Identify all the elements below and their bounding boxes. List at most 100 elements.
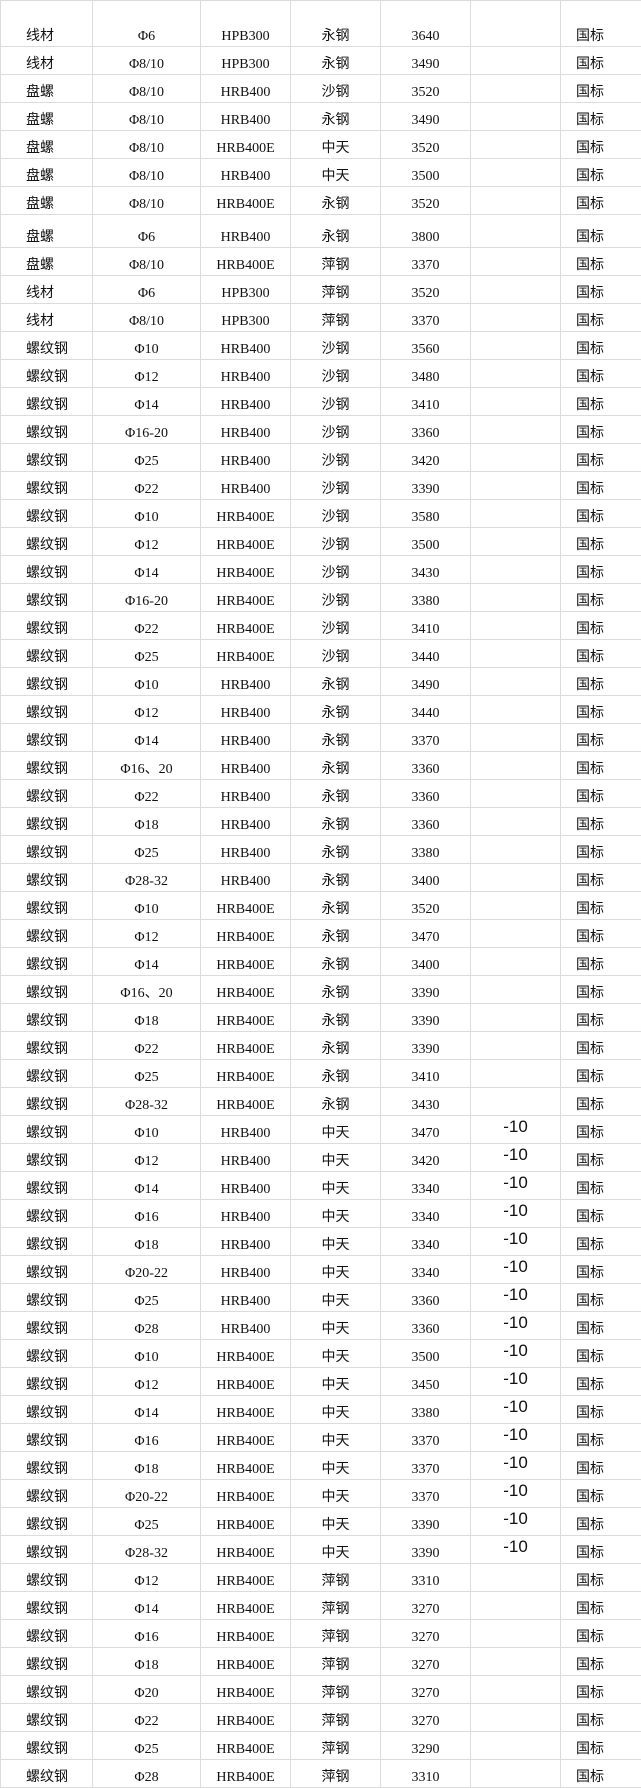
product-cell[interactable]: 螺纹钢 xyxy=(1,1424,93,1452)
spec-cell[interactable]: Φ10 xyxy=(93,332,201,360)
standard-cell[interactable]: 国标 xyxy=(561,276,641,304)
standard-cell[interactable]: 国标 xyxy=(561,1564,641,1592)
mill-cell[interactable]: 萍钢 xyxy=(291,1732,381,1760)
adjustment-cell[interactable] xyxy=(471,1732,561,1760)
product-cell[interactable]: 螺纹钢 xyxy=(1,360,93,388)
spec-cell[interactable]: Φ12 xyxy=(93,1144,201,1172)
price-cell[interactable]: 3520 xyxy=(381,75,471,103)
standard-cell[interactable]: 国标 xyxy=(561,416,641,444)
adjustment-cell[interactable] xyxy=(471,1032,561,1060)
product-cell[interactable]: 螺纹钢 xyxy=(1,948,93,976)
grade-cell[interactable]: HRB400E xyxy=(201,248,291,276)
spec-cell[interactable]: Φ22 xyxy=(93,472,201,500)
adjustment-cell[interactable]: -10 xyxy=(471,1228,561,1256)
mill-cell[interactable]: 萍钢 xyxy=(291,1704,381,1732)
mill-cell[interactable]: 中天 xyxy=(291,131,381,159)
product-cell[interactable]: 螺纹钢 xyxy=(1,752,93,780)
adjustment-cell[interactable] xyxy=(471,215,561,248)
grade-cell[interactable]: HRB400E xyxy=(201,1060,291,1088)
price-cell[interactable]: 3580 xyxy=(381,500,471,528)
standard-cell[interactable]: 国标 xyxy=(561,332,641,360)
grade-cell[interactable]: HRB400E xyxy=(201,1340,291,1368)
product-cell[interactable]: 线材 xyxy=(1,276,93,304)
spec-cell[interactable]: Φ12 xyxy=(93,1368,201,1396)
product-cell[interactable]: 螺纹钢 xyxy=(1,332,93,360)
mill-cell[interactable]: 沙钢 xyxy=(291,556,381,584)
standard-cell[interactable]: 国标 xyxy=(561,472,641,500)
grade-cell[interactable]: HRB400 xyxy=(201,1256,291,1284)
product-cell[interactable]: 螺纹钢 xyxy=(1,1732,93,1760)
mill-cell[interactable]: 萍钢 xyxy=(291,248,381,276)
spec-cell[interactable]: Φ8/10 xyxy=(93,248,201,276)
adjustment-cell[interactable] xyxy=(471,248,561,276)
grade-cell[interactable]: HPB300 xyxy=(201,1,291,47)
grade-cell[interactable]: HRB400E xyxy=(201,131,291,159)
spec-cell[interactable]: Φ10 xyxy=(93,500,201,528)
price-cell[interactable]: 3380 xyxy=(381,1396,471,1424)
price-cell[interactable]: 3450 xyxy=(381,1368,471,1396)
grade-cell[interactable]: HRB400 xyxy=(201,1116,291,1144)
adjustment-cell[interactable] xyxy=(471,1060,561,1088)
adjustment-cell[interactable] xyxy=(471,304,561,332)
adjustment-cell[interactable] xyxy=(471,976,561,1004)
mill-cell[interactable]: 萍钢 xyxy=(291,1676,381,1704)
grade-cell[interactable]: HRB400E xyxy=(201,892,291,920)
grade-cell[interactable]: HRB400E xyxy=(201,1620,291,1648)
standard-cell[interactable]: 国标 xyxy=(561,528,641,556)
spec-cell[interactable]: Φ8/10 xyxy=(93,159,201,187)
mill-cell[interactable]: 永钢 xyxy=(291,976,381,1004)
product-cell[interactable]: 螺纹钢 xyxy=(1,472,93,500)
price-cell[interactable]: 3490 xyxy=(381,47,471,75)
mill-cell[interactable]: 永钢 xyxy=(291,47,381,75)
spec-cell[interactable]: Φ8/10 xyxy=(93,304,201,332)
adjustment-cell[interactable] xyxy=(471,920,561,948)
product-cell[interactable]: 螺纹钢 xyxy=(1,1116,93,1144)
product-cell[interactable]: 螺纹钢 xyxy=(1,1676,93,1704)
standard-cell[interactable]: 国标 xyxy=(561,836,641,864)
product-cell[interactable]: 螺纹钢 xyxy=(1,1228,93,1256)
mill-cell[interactable]: 中天 xyxy=(291,1228,381,1256)
product-cell[interactable]: 螺纹钢 xyxy=(1,1592,93,1620)
spec-cell[interactable]: Φ8/10 xyxy=(93,103,201,131)
spec-cell[interactable]: Φ20 xyxy=(93,1676,201,1704)
standard-cell[interactable]: 国标 xyxy=(561,584,641,612)
product-cell[interactable]: 螺纹钢 xyxy=(1,1312,93,1340)
price-cell[interactable]: 3520 xyxy=(381,892,471,920)
mill-cell[interactable]: 中天 xyxy=(291,1312,381,1340)
adjustment-cell[interactable]: -10 xyxy=(471,1508,561,1536)
standard-cell[interactable]: 国标 xyxy=(561,1480,641,1508)
price-cell[interactable]: 3370 xyxy=(381,724,471,752)
grade-cell[interactable]: HRB400E xyxy=(201,948,291,976)
adjustment-cell[interactable] xyxy=(471,131,561,159)
grade-cell[interactable]: HRB400 xyxy=(201,1228,291,1256)
standard-cell[interactable]: 国标 xyxy=(561,1732,641,1760)
standard-cell[interactable]: 国标 xyxy=(561,131,641,159)
standard-cell[interactable]: 国标 xyxy=(561,948,641,976)
adjustment-cell[interactable] xyxy=(471,1620,561,1648)
grade-cell[interactable]: HRB400 xyxy=(201,724,291,752)
mill-cell[interactable]: 萍钢 xyxy=(291,1760,381,1788)
mill-cell[interactable]: 永钢 xyxy=(291,1004,381,1032)
spec-cell[interactable]: Φ14 xyxy=(93,1172,201,1200)
adjustment-cell[interactable]: -10 xyxy=(471,1312,561,1340)
grade-cell[interactable]: HRB400E xyxy=(201,1732,291,1760)
product-cell[interactable]: 螺纹钢 xyxy=(1,640,93,668)
standard-cell[interactable]: 国标 xyxy=(561,1704,641,1732)
mill-cell[interactable]: 永钢 xyxy=(291,1,381,47)
mill-cell[interactable]: 中天 xyxy=(291,1172,381,1200)
grade-cell[interactable]: HRB400 xyxy=(201,472,291,500)
price-cell[interactable]: 3390 xyxy=(381,1032,471,1060)
adjustment-cell[interactable] xyxy=(471,1648,561,1676)
standard-cell[interactable]: 国标 xyxy=(561,1760,641,1788)
standard-cell[interactable]: 国标 xyxy=(561,1088,641,1116)
product-cell[interactable]: 线材 xyxy=(1,304,93,332)
product-cell[interactable]: 螺纹钢 xyxy=(1,1032,93,1060)
spec-cell[interactable]: Φ25 xyxy=(93,1284,201,1312)
standard-cell[interactable]: 国标 xyxy=(561,500,641,528)
adjustment-cell[interactable]: -10 xyxy=(471,1256,561,1284)
product-cell[interactable]: 螺纹钢 xyxy=(1,528,93,556)
product-cell[interactable]: 螺纹钢 xyxy=(1,1648,93,1676)
adjustment-cell[interactable] xyxy=(471,1,561,47)
price-cell[interactable]: 3390 xyxy=(381,1508,471,1536)
price-cell[interactable]: 3370 xyxy=(381,1480,471,1508)
